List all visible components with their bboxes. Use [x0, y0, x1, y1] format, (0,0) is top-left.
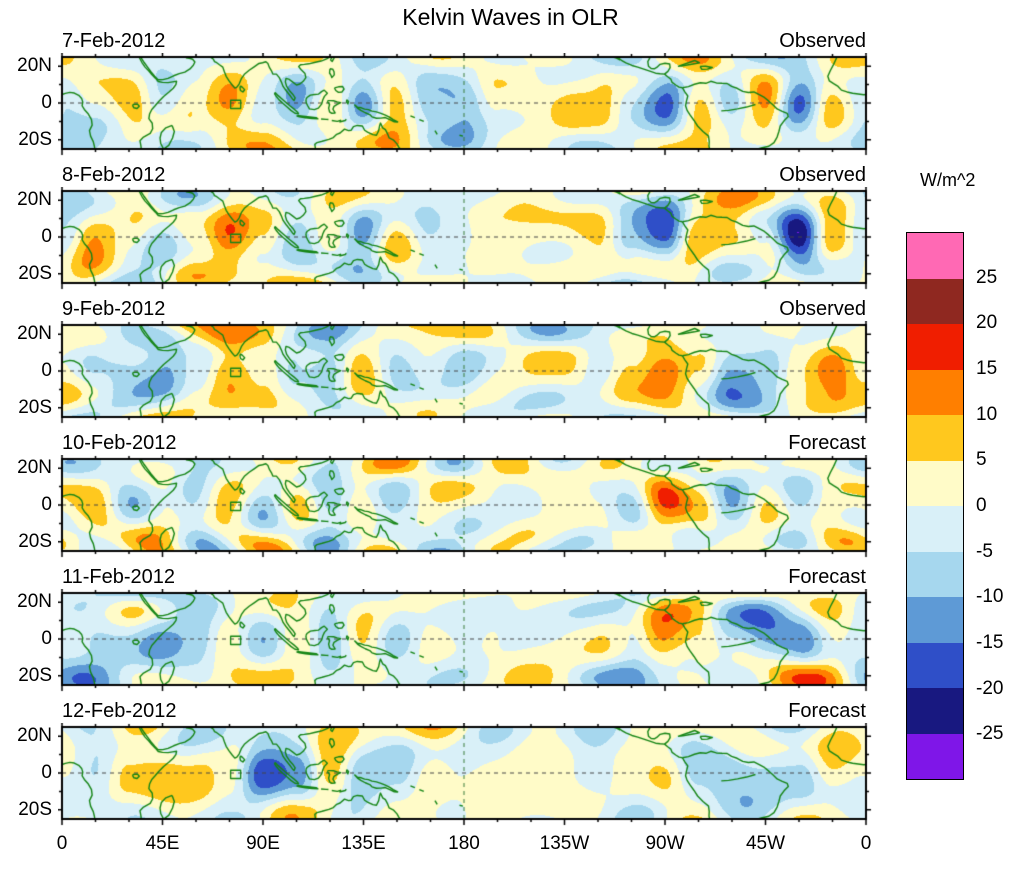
y-axis-tick-label: 20S: [18, 530, 52, 552]
y-axis-tick-label: 0: [41, 494, 52, 515]
colorbar-band: [907, 460, 963, 506]
x-axis-tick-label: 45E: [145, 833, 180, 854]
panel-date-label: 11-Feb-2012: [62, 566, 176, 588]
x-axis-tick-label: 0: [860, 833, 872, 854]
y-axis-tick-label: 20S: [18, 262, 52, 284]
y-axis-tick-label: 0: [41, 360, 52, 381]
colorbar: [906, 232, 964, 780]
panel-source-label: Observed: [779, 164, 866, 186]
panel-source-label: Forecast: [788, 700, 866, 722]
map-panel-canvas: [58, 589, 874, 693]
colorbar-band: [907, 415, 963, 461]
panel-source-label: Observed: [779, 30, 866, 52]
panel-header: 11-Feb-2012 Forecast: [62, 565, 866, 589]
y-axis-tick-label: 20S: [18, 664, 52, 686]
panel-date-label: 12-Feb-2012: [62, 700, 177, 722]
y-axis-tick-label: 20N: [17, 591, 52, 613]
panel-source-label: Forecast: [788, 432, 866, 454]
colorbar-tick-label: -25: [976, 723, 1004, 745]
map-panel-canvas: [58, 53, 874, 157]
colorbar-tick-label: -5: [976, 540, 993, 562]
y-axis-tick-label: 0: [41, 226, 52, 247]
colorbar-band: [907, 733, 963, 779]
colorbar-tick-label: -20: [976, 677, 1004, 699]
colorbar-band: [907, 369, 963, 415]
colorbar-tick-label: -10: [976, 586, 1004, 608]
y-axis-tick-label: 20N: [17, 323, 52, 345]
map-panel-canvas: [58, 187, 874, 291]
colorbar-band: [907, 324, 963, 370]
map-panel-canvas: [58, 723, 874, 827]
x-axis-tick-label: 0: [56, 833, 68, 854]
panel-header: 7-Feb-2012 Observed: [62, 29, 866, 53]
colorbar-units-label: W/m^2: [920, 170, 976, 190]
colorbar-band: [907, 551, 963, 597]
y-axis-tick-label: 0: [41, 92, 52, 113]
y-axis-tick-label: 20N: [17, 55, 52, 77]
x-axis-tick-label: 45W: [745, 833, 786, 854]
panel-source-label: Forecast: [788, 566, 866, 588]
panel-header: 8-Feb-2012 Observed: [62, 163, 866, 187]
panel-header: 10-Feb-2012 Forecast: [62, 431, 866, 455]
colorbar-tick-label: -15: [976, 632, 1004, 653]
panel-date-label: 7-Feb-2012: [62, 30, 166, 52]
y-axis-tick-label: 20N: [17, 725, 52, 747]
panel-source-label: Observed: [779, 298, 866, 320]
colorbar-tick-label: 10: [976, 403, 998, 425]
y-axis-tick-label: 20S: [18, 798, 52, 820]
y-axis-tick-label: 0: [41, 762, 52, 783]
x-axis-tick-label: 90W: [645, 833, 685, 854]
map-panel-canvas: [58, 321, 874, 425]
colorbar-band: [907, 688, 963, 734]
colorbar-band: [907, 506, 963, 552]
panel-header: 9-Feb-2012 Observed: [62, 297, 866, 321]
colorbar-tick-label: 25: [976, 266, 998, 288]
panel-date-label: 9-Feb-2012: [62, 298, 166, 320]
colorbar-tick-label: 15: [976, 358, 998, 379]
colorbar-tick-label: 5: [976, 449, 987, 471]
panel-header: 12-Feb-2012 Forecast: [62, 699, 866, 723]
x-axis-tick-label: 180: [448, 833, 480, 854]
x-axis-tick-label: 135W: [539, 833, 590, 854]
x-axis-tick-label: 90E: [246, 833, 280, 854]
colorbar-tick-label: 0: [976, 495, 987, 516]
x-axis-tick-label: 135E: [341, 833, 386, 854]
map-panel-canvas: [58, 455, 874, 559]
colorbar-band: [907, 233, 963, 279]
y-axis-tick-label: 0: [41, 628, 52, 649]
colorbar-tick-label: 20: [976, 312, 998, 334]
panel-date-label: 8-Feb-2012: [62, 164, 166, 186]
colorbar-band: [907, 278, 963, 324]
chart-title: Kelvin Waves in OLR: [402, 4, 619, 30]
y-axis-tick-label: 20N: [17, 457, 52, 479]
y-axis-tick-label: 20N: [17, 189, 52, 211]
y-axis-tick-label: 20S: [18, 128, 52, 150]
colorbar-band: [907, 642, 963, 688]
y-axis-tick-label: 20S: [18, 396, 52, 418]
colorbar-band: [907, 597, 963, 643]
panel-date-label: 10-Feb-2012: [62, 432, 177, 454]
